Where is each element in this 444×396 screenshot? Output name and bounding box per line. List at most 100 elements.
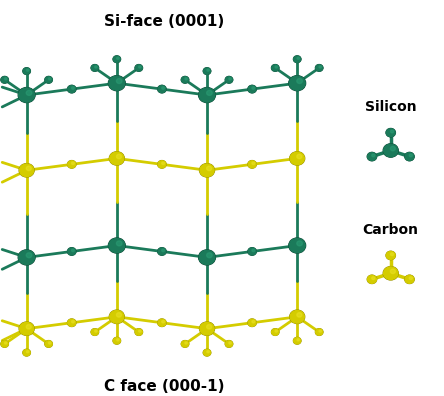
- Ellipse shape: [372, 277, 375, 280]
- Ellipse shape: [110, 310, 124, 323]
- Ellipse shape: [293, 337, 301, 344]
- Ellipse shape: [45, 77, 52, 83]
- Ellipse shape: [185, 342, 187, 344]
- Ellipse shape: [158, 248, 166, 255]
- Ellipse shape: [199, 250, 215, 265]
- Ellipse shape: [248, 319, 256, 326]
- Ellipse shape: [109, 310, 124, 324]
- Ellipse shape: [293, 337, 301, 344]
- Ellipse shape: [390, 269, 395, 274]
- Ellipse shape: [68, 319, 76, 326]
- Ellipse shape: [158, 319, 166, 326]
- Ellipse shape: [181, 76, 189, 83]
- Ellipse shape: [315, 65, 323, 71]
- Ellipse shape: [293, 56, 301, 63]
- Ellipse shape: [248, 161, 256, 168]
- Ellipse shape: [293, 56, 301, 63]
- Ellipse shape: [383, 144, 398, 157]
- Ellipse shape: [248, 248, 256, 255]
- Ellipse shape: [116, 154, 122, 159]
- Ellipse shape: [162, 320, 165, 323]
- Ellipse shape: [158, 161, 166, 168]
- Ellipse shape: [139, 66, 141, 68]
- Ellipse shape: [368, 152, 377, 160]
- Ellipse shape: [135, 65, 143, 71]
- Ellipse shape: [206, 253, 212, 258]
- Ellipse shape: [289, 238, 305, 253]
- Ellipse shape: [116, 78, 122, 84]
- Ellipse shape: [20, 164, 34, 177]
- Ellipse shape: [207, 350, 209, 353]
- Ellipse shape: [226, 341, 233, 347]
- Ellipse shape: [289, 76, 305, 91]
- Ellipse shape: [297, 313, 302, 317]
- Ellipse shape: [316, 65, 323, 71]
- Text: Si-face (0001): Si-face (0001): [104, 14, 224, 29]
- Ellipse shape: [68, 86, 76, 93]
- Ellipse shape: [289, 238, 305, 253]
- Ellipse shape: [45, 76, 52, 83]
- Ellipse shape: [45, 341, 52, 347]
- Ellipse shape: [203, 68, 211, 74]
- Ellipse shape: [113, 56, 121, 63]
- Ellipse shape: [91, 65, 99, 71]
- Ellipse shape: [198, 250, 215, 265]
- Ellipse shape: [108, 238, 125, 253]
- Ellipse shape: [23, 68, 30, 74]
- Ellipse shape: [20, 322, 34, 335]
- Ellipse shape: [23, 349, 30, 356]
- Ellipse shape: [384, 267, 398, 280]
- Ellipse shape: [368, 275, 377, 283]
- Ellipse shape: [158, 86, 166, 93]
- Ellipse shape: [116, 241, 122, 246]
- Ellipse shape: [226, 77, 233, 83]
- Ellipse shape: [297, 339, 300, 341]
- Text: C face (000-1): C face (000-1): [104, 379, 225, 394]
- Ellipse shape: [182, 77, 189, 83]
- Ellipse shape: [290, 310, 304, 323]
- Ellipse shape: [4, 78, 7, 80]
- Ellipse shape: [19, 88, 35, 102]
- Ellipse shape: [290, 152, 304, 165]
- Ellipse shape: [289, 76, 305, 90]
- Ellipse shape: [135, 65, 143, 71]
- Ellipse shape: [386, 251, 395, 260]
- Ellipse shape: [386, 129, 395, 137]
- Ellipse shape: [405, 275, 414, 283]
- Ellipse shape: [1, 77, 8, 83]
- Ellipse shape: [67, 161, 76, 168]
- Ellipse shape: [182, 341, 189, 347]
- Ellipse shape: [91, 65, 99, 71]
- Ellipse shape: [113, 337, 120, 344]
- Ellipse shape: [290, 310, 305, 324]
- Ellipse shape: [185, 78, 187, 80]
- Ellipse shape: [229, 342, 231, 344]
- Ellipse shape: [225, 76, 233, 83]
- Ellipse shape: [68, 161, 76, 168]
- Ellipse shape: [135, 329, 143, 335]
- Ellipse shape: [27, 350, 29, 353]
- Ellipse shape: [275, 330, 278, 332]
- Ellipse shape: [386, 251, 395, 259]
- Ellipse shape: [27, 69, 29, 71]
- Ellipse shape: [19, 250, 35, 265]
- Ellipse shape: [26, 325, 31, 329]
- Ellipse shape: [91, 329, 99, 335]
- Ellipse shape: [71, 87, 74, 89]
- Ellipse shape: [272, 65, 279, 71]
- Ellipse shape: [271, 65, 279, 71]
- Ellipse shape: [203, 349, 210, 356]
- Ellipse shape: [162, 162, 165, 164]
- Ellipse shape: [271, 329, 279, 335]
- Text: Carbon: Carbon: [363, 223, 419, 237]
- Ellipse shape: [225, 341, 233, 347]
- Ellipse shape: [199, 164, 214, 177]
- Ellipse shape: [386, 128, 395, 137]
- Ellipse shape: [1, 341, 8, 347]
- Ellipse shape: [19, 322, 34, 335]
- Ellipse shape: [23, 68, 30, 74]
- Ellipse shape: [200, 164, 214, 177]
- Ellipse shape: [409, 154, 412, 157]
- Ellipse shape: [109, 76, 125, 90]
- Ellipse shape: [158, 161, 166, 168]
